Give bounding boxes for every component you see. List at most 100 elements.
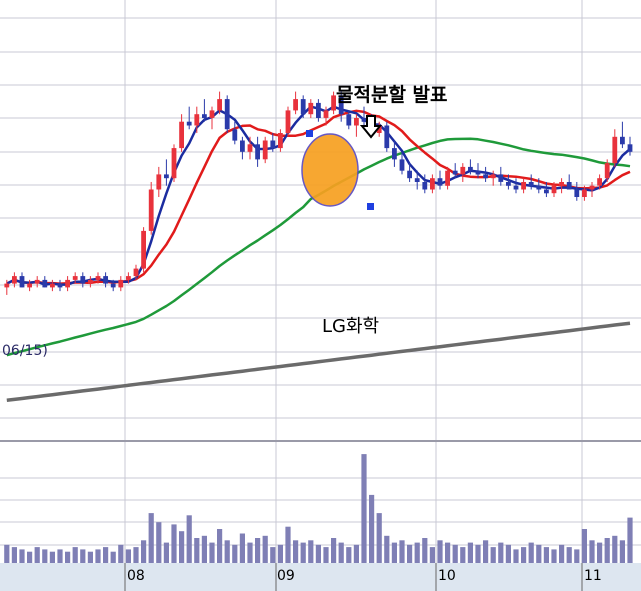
volume-bar <box>247 542 253 563</box>
candle-body <box>361 118 367 122</box>
volume-bar <box>179 531 185 563</box>
candle-body <box>179 121 184 149</box>
volume-bar <box>483 540 489 563</box>
volume-bar <box>110 551 116 563</box>
candle-body <box>430 178 435 190</box>
volume-bar <box>422 538 428 563</box>
ma-longest-line <box>6 321 631 403</box>
candle-body <box>164 174 169 179</box>
volume-bar <box>414 542 420 563</box>
stock-name-label: LG화학 <box>322 316 380 337</box>
volume-bar <box>239 533 245 563</box>
candle-body <box>338 95 344 115</box>
candle-body <box>574 189 580 197</box>
candle-body <box>232 129 238 141</box>
ma-date-label: 06/15) <box>2 343 48 359</box>
candle-body <box>521 182 526 190</box>
candle-body <box>551 185 557 194</box>
volume-bar <box>445 542 451 563</box>
candle-body <box>19 276 25 288</box>
volume-bar <box>80 549 86 563</box>
volume-bar <box>19 549 25 563</box>
volume-bar <box>315 544 321 563</box>
candle-body <box>65 279 70 288</box>
volume-bar <box>217 529 223 563</box>
candle-body <box>209 110 215 118</box>
candle-body <box>452 170 458 175</box>
volume-bar <box>452 544 458 563</box>
volume-bar <box>460 547 466 563</box>
volume-bar <box>331 538 337 563</box>
candle-body <box>110 283 116 288</box>
volume-bar <box>4 544 10 563</box>
volume-bar <box>95 549 101 563</box>
volume-bar <box>163 542 169 563</box>
candle-body <box>126 276 131 280</box>
candle-body <box>103 276 108 284</box>
volume-bar <box>619 540 625 563</box>
volume-bar <box>543 547 549 563</box>
candle-body <box>376 125 382 133</box>
volume-bar <box>513 549 519 563</box>
candle-body <box>536 185 542 190</box>
candle-body <box>148 189 154 231</box>
candle-body <box>133 268 139 277</box>
candle-body <box>384 125 390 149</box>
candle-body <box>559 182 564 186</box>
volume-bar <box>376 513 382 563</box>
candle-body <box>50 283 55 288</box>
volume-bar <box>65 551 71 563</box>
x-tick-label: 10 <box>438 568 456 584</box>
candle-body <box>346 114 352 126</box>
volume-bar <box>57 549 63 563</box>
candle-body <box>34 279 40 284</box>
candle-body <box>604 163 610 179</box>
price-volume-divider <box>0 440 641 442</box>
volume-bar <box>551 549 557 563</box>
x-axis-ticks <box>124 563 583 591</box>
volume-bar <box>612 535 618 563</box>
volume-bar <box>407 544 413 563</box>
x-tick-label: 08 <box>127 568 145 584</box>
volume-bar <box>475 544 481 563</box>
volume-bar <box>429 547 435 563</box>
volume-bar <box>118 544 124 563</box>
candle-body <box>506 182 511 186</box>
volume-bar <box>11 547 17 563</box>
volume-bar <box>353 544 359 563</box>
candle-body <box>475 170 481 175</box>
volume-bar <box>521 547 527 563</box>
event-annotation: 물적분할 발표 <box>336 84 448 106</box>
candle-body <box>566 182 572 190</box>
volume-bar <box>209 542 215 563</box>
candle-body <box>186 121 192 126</box>
volume-bar <box>589 540 595 563</box>
candle-body <box>498 174 504 182</box>
volume-bar <box>574 549 580 563</box>
candle-body <box>316 102 321 118</box>
x-tick-label: 11 <box>584 568 602 584</box>
candle-body <box>224 99 230 130</box>
candle-body <box>483 174 488 179</box>
candle-body <box>285 110 291 133</box>
candle-body <box>4 283 10 288</box>
volume-bar <box>224 540 230 563</box>
volume-bar <box>437 540 443 563</box>
volume-bar <box>141 540 147 563</box>
candle-body <box>80 276 86 284</box>
volume-bar <box>186 515 192 563</box>
volume-bar <box>72 547 78 563</box>
candle-body <box>240 140 245 152</box>
candle-body <box>528 182 534 186</box>
candle-body <box>255 144 260 160</box>
volume-bar <box>391 542 397 563</box>
volume-bar <box>49 551 55 563</box>
candle-body <box>262 140 268 160</box>
candle-body <box>627 144 633 152</box>
volume-bar <box>505 544 511 563</box>
volume-bar <box>559 544 565 563</box>
volume-bar <box>467 542 473 563</box>
candle-body <box>308 102 314 115</box>
volume-bar <box>536 544 542 563</box>
